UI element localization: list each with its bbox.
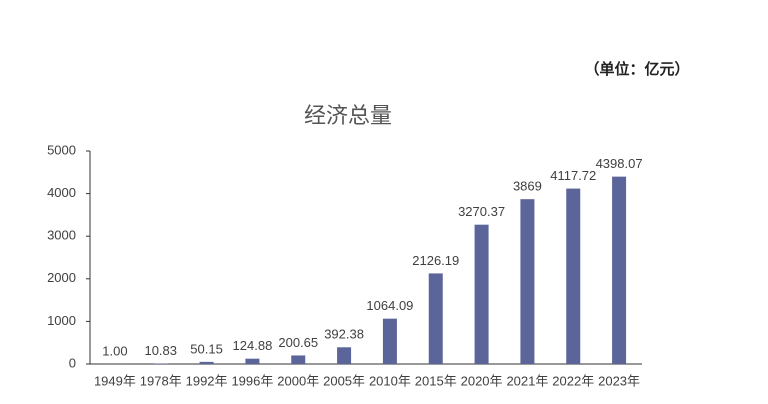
chart-title: 经济总量: [304, 103, 392, 128]
value-label: 124.88: [233, 338, 273, 353]
x-tick-label: 2023年: [598, 373, 640, 388]
value-label: 1.00: [102, 343, 127, 358]
x-tick-label: 1978年: [140, 373, 182, 388]
x-tick-label: 2022年: [552, 373, 594, 388]
x-tick-label: 1949年: [94, 373, 136, 388]
value-label: 2126.19: [412, 253, 459, 268]
value-label: 4398.07: [596, 156, 643, 171]
x-tick-label: 2021年: [506, 373, 548, 388]
value-label: 10.83: [144, 343, 177, 358]
x-tick-label: 2010年: [369, 373, 411, 388]
x-tick-label: 2015年: [415, 373, 457, 388]
y-tick-label: 4000: [47, 185, 76, 200]
x-tick-label: 2000年: [277, 373, 319, 388]
bar: [382, 318, 397, 364]
y-tick-label: 2000: [47, 270, 76, 285]
bar: [199, 361, 214, 364]
value-label: 50.15: [190, 341, 223, 356]
x-tick-label: 1992年: [186, 373, 228, 388]
value-label: 200.65: [278, 335, 318, 350]
y-tick-label: 0: [69, 355, 76, 370]
value-label: 4117.72: [550, 168, 596, 183]
y-tick-label: 5000: [47, 142, 76, 157]
x-tick-label: 1996年: [231, 373, 273, 388]
value-label: 392.38: [324, 327, 364, 342]
value-label: 3869: [513, 179, 542, 194]
bar: [291, 355, 306, 364]
bar: [428, 273, 443, 364]
bar: [612, 176, 627, 364]
y-tick-label: 1000: [47, 313, 76, 328]
value-label: 3270.37: [458, 204, 505, 219]
bar: [566, 188, 581, 364]
x-tick-label: 2020年: [461, 373, 503, 388]
bar: [245, 358, 260, 364]
value-label: 1064.09: [366, 298, 413, 313]
x-tick-label: 2005年: [323, 373, 365, 388]
bar: [337, 347, 352, 364]
y-tick-label: 3000: [47, 228, 76, 243]
bar: [520, 199, 535, 364]
bar: [474, 224, 489, 364]
unit-note: （单位：亿元）: [584, 60, 689, 78]
